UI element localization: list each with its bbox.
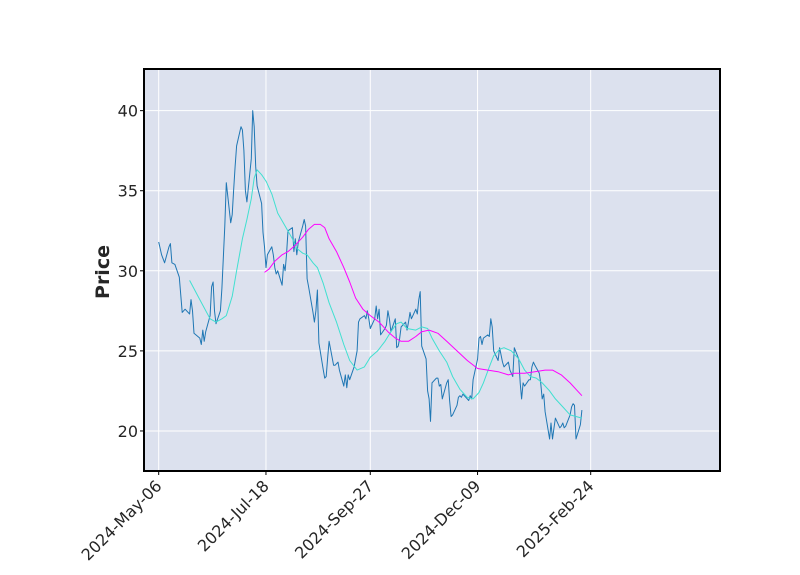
x-tick-label: 2024-May-06 [78,476,166,564]
series-layer [158,110,583,440]
y-tick-label: 30 [118,262,138,281]
x-axis-ticks: 2024-May-06 2024-Jul-18 2024-Sep-27 2024-De… [78,471,598,564]
plot-frame [143,68,721,472]
grid-lines [144,69,720,471]
series-line-1 [158,110,583,440]
y-axis-ticks: 20 25 30 35 40 [118,102,144,441]
series-line-2 [189,169,583,419]
y-axis-label: Price [92,245,114,299]
x-tick-label: 2024-Sep-27 [291,476,377,562]
y-tick-label: 20 [118,422,138,441]
x-tick-label: 2024-Jul-18 [194,476,273,555]
plot-background [144,69,720,471]
x-tick-label: 2025-Feb-24 [513,476,598,561]
x-tick-label: 2024-Dec-09 [398,476,485,563]
y-tick-label: 40 [118,102,138,121]
y-tick-label: 35 [118,182,138,201]
y-tick-label: 25 [118,342,138,361]
series-line-3 [264,223,583,397]
